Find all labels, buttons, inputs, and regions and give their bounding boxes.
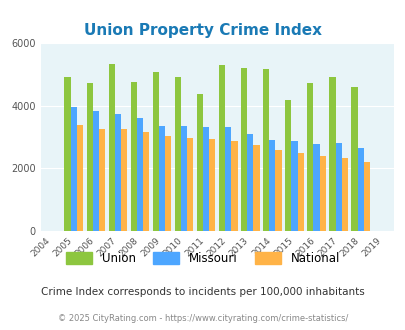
Bar [165,136,171,231]
Bar [291,141,297,231]
Legend: Union, Missouri, National: Union, Missouri, National [61,247,344,269]
Bar [181,126,187,231]
Bar [202,127,209,231]
Bar [231,141,237,231]
Text: Crime Index corresponds to incidents per 100,000 inhabitants: Crime Index corresponds to incidents per… [41,287,364,297]
Bar [341,158,347,231]
Bar [307,83,313,231]
Bar [284,100,291,231]
Bar [70,107,77,231]
Bar [64,78,70,231]
Bar [357,148,363,231]
Bar [99,129,105,231]
Text: © 2025 CityRating.com - https://www.cityrating.com/crime-statistics/: © 2025 CityRating.com - https://www.city… [58,314,347,323]
Bar [209,139,215,231]
Bar [218,65,225,231]
Bar [313,144,319,231]
Bar [136,117,143,231]
Bar [275,150,281,231]
Text: Union Property Crime Index: Union Property Crime Index [84,23,321,38]
Bar [319,156,325,231]
Bar [187,138,193,231]
Bar [262,69,269,231]
Bar [247,134,253,231]
Bar [86,83,92,231]
Bar [335,143,341,231]
Bar [143,132,149,231]
Bar [297,153,303,231]
Bar [130,82,136,231]
Bar [108,64,115,231]
Bar [241,68,247,231]
Bar [269,140,275,231]
Bar [225,127,231,231]
Bar [152,72,158,231]
Bar [363,162,369,231]
Bar [158,126,165,231]
Bar [196,94,202,231]
Bar [351,87,357,231]
Bar [253,146,259,231]
Bar [77,125,83,231]
Bar [115,114,121,231]
Bar [328,78,335,231]
Bar [175,78,181,231]
Bar [121,129,127,231]
Bar [92,111,99,231]
